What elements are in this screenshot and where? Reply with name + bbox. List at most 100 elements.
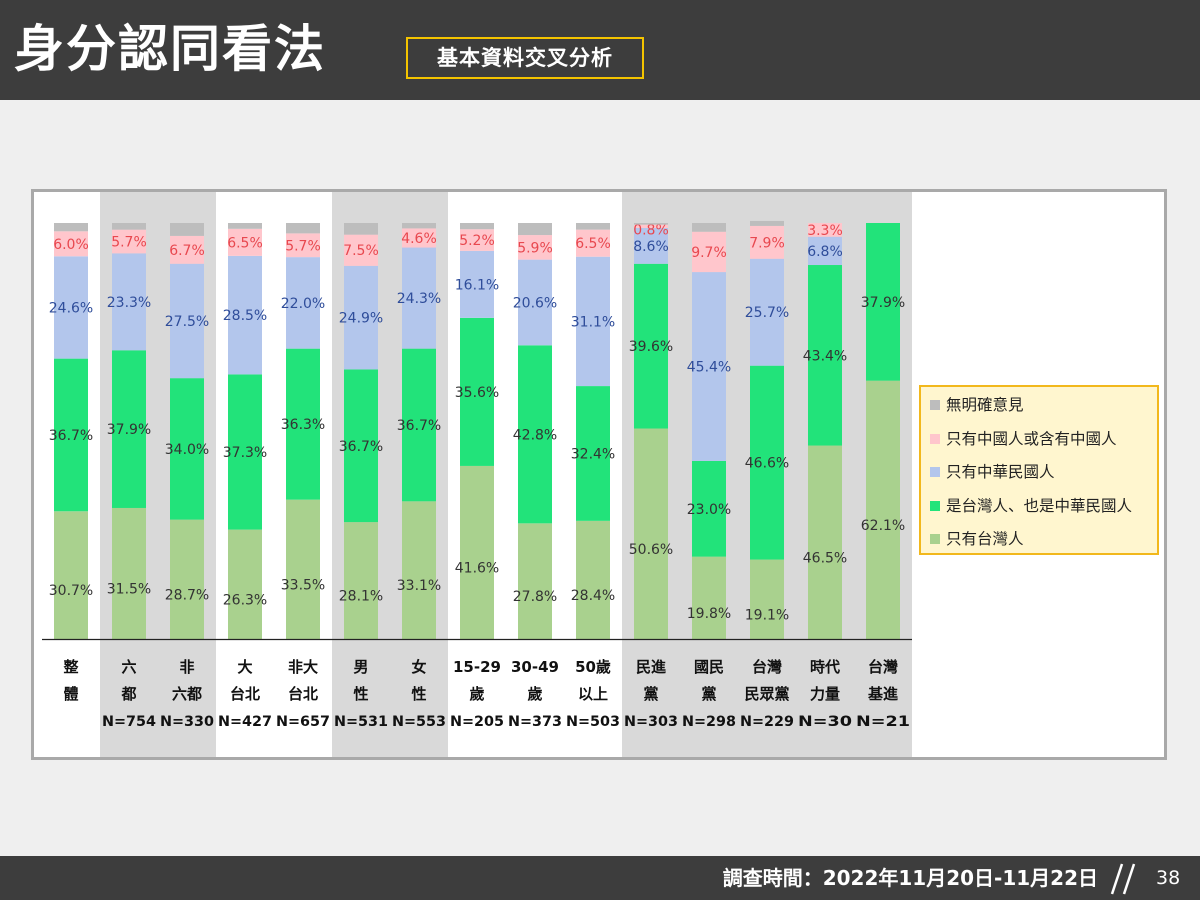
- category-label: 都: [120, 685, 136, 703]
- legend-label: 是台灣人、也是中華民國人: [946, 496, 1133, 515]
- sample-size-label: N=21: [856, 714, 910, 730]
- bar-segment-2-3: [170, 235, 204, 264]
- category-label: 六: [121, 658, 136, 676]
- category-label: 50歲: [575, 658, 611, 676]
- bar-segment-4-1: [286, 348, 320, 500]
- data-label: 16.1%: [455, 277, 499, 293]
- bar-segment-14-1: [866, 223, 900, 381]
- bar-segment-3-4: [228, 223, 262, 229]
- category-label: 民眾黨: [744, 685, 789, 703]
- page-number: 38: [1156, 867, 1181, 889]
- bar-segment-6-2: [402, 247, 436, 349]
- data-label: 34.0%: [165, 442, 209, 458]
- bar-segment-4-4: [286, 223, 320, 234]
- category-label: 六都: [172, 685, 202, 703]
- data-label: 27.5%: [165, 314, 209, 330]
- bar-segment-3-1: [228, 374, 262, 530]
- data-label: 27.8%: [513, 589, 557, 605]
- category-label: 基進: [867, 685, 899, 703]
- sample-size-label: N=30: [798, 714, 852, 730]
- bar-segment-10-2: [634, 227, 668, 264]
- sample-size-label: N=427: [218, 714, 272, 730]
- data-label: 9.7%: [691, 245, 727, 261]
- bar-segment-0-1: [54, 358, 88, 512]
- data-label: 41.6%: [455, 560, 499, 576]
- bar-segment-12-2: [750, 258, 784, 366]
- data-label: 37.3%: [223, 445, 267, 461]
- category-label: 歲: [527, 685, 542, 703]
- bar-segment-3-3: [228, 228, 262, 256]
- bar-segment-2-4: [170, 223, 204, 236]
- bar-segment-7-0: [460, 465, 494, 639]
- data-label: 3.3%: [807, 223, 843, 239]
- legend-item-chinese: 只有中國人或含有中國人: [921, 423, 1157, 457]
- bar-segment-1-3: [112, 229, 146, 254]
- data-label: 32.4%: [571, 446, 615, 462]
- category-label: 30-49: [511, 658, 559, 676]
- legend-swatch: [930, 500, 940, 511]
- category-label: 民進: [636, 658, 667, 676]
- bar-segment-11-3: [692, 231, 726, 273]
- bar-segment-6-4: [402, 223, 436, 229]
- data-label: 37.9%: [861, 295, 905, 311]
- legend-swatch: [930, 467, 940, 477]
- data-label: 19.8%: [687, 606, 731, 622]
- bar-segment-4-2: [286, 257, 320, 349]
- bar-segment-7-1: [460, 317, 494, 466]
- category-label: 性: [411, 685, 426, 703]
- data-label: 39.6%: [629, 339, 673, 355]
- sample-size-label: N=553: [392, 714, 446, 730]
- data-label: 7.9%: [749, 235, 785, 251]
- category-label: 男: [353, 658, 368, 676]
- data-label: 6.7%: [169, 243, 205, 259]
- category-label: 力量: [810, 685, 840, 703]
- data-label: 26.3%: [223, 592, 267, 608]
- data-label: 8.6%: [633, 239, 669, 255]
- category-label: 非: [179, 658, 194, 676]
- sample-size-label: N=531: [334, 714, 388, 730]
- bar-segment-11-4: [692, 223, 726, 232]
- category-label: 歲: [469, 685, 484, 703]
- data-label: 36.7%: [49, 428, 93, 444]
- chart-frame: 30.7% 36.7% 24.6% 6.0% 31.5% 37.9% 23.3% 5.7% 28…: [31, 189, 1167, 760]
- category-label: 體: [63, 685, 78, 703]
- bar-segment-11-0: [692, 556, 726, 639]
- bar-segment-1-1: [112, 350, 146, 508]
- bar-segment-3-0: [228, 529, 262, 639]
- data-label: 62.1%: [861, 518, 905, 534]
- data-label: 28.4%: [571, 588, 615, 604]
- data-label: 33.1%: [397, 578, 441, 594]
- bar-segment-8-2: [518, 259, 552, 346]
- data-label: 22.0%: [281, 296, 325, 312]
- data-label: 28.1%: [339, 589, 383, 605]
- sample-size-label: N=205: [450, 714, 504, 730]
- data-label: 24.9%: [339, 311, 383, 327]
- bar-segment-9-3: [576, 229, 610, 257]
- category-label: 台灣: [752, 658, 782, 676]
- data-label: 23.0%: [687, 502, 731, 518]
- bar-segment-5-3: [344, 234, 378, 266]
- data-label: 24.3%: [397, 291, 441, 307]
- bar-segment-8-1: [518, 345, 552, 524]
- sample-size-label: N=298: [682, 714, 736, 730]
- double-slash-icon: [1110, 863, 1136, 895]
- category-label: 黨: [643, 685, 658, 703]
- bar-segment-3-2: [228, 255, 262, 375]
- category-label: 國民: [694, 658, 724, 676]
- bar-segment-7-2: [460, 250, 494, 318]
- bar-segment-10-4: [634, 223, 668, 225]
- bar-segment-12-0: [750, 559, 784, 639]
- data-label: 46.6%: [745, 456, 789, 472]
- bar-segment-12-1: [750, 365, 784, 560]
- legend-item-roc-only: 只有中華民國人: [921, 456, 1157, 490]
- header-bar: 身分認同看法 基本資料交叉分析: [0, 0, 1200, 100]
- sample-size-label: N=330: [160, 714, 214, 730]
- bar-segment-12-3: [750, 225, 784, 259]
- data-label: 43.4%: [803, 348, 847, 364]
- data-label: 5.2%: [459, 233, 495, 249]
- data-label: 36.7%: [397, 418, 441, 434]
- category-label: 台北: [288, 685, 318, 703]
- section-badge: 基本資料交叉分析: [406, 37, 644, 79]
- bar-segment-7-3: [460, 229, 494, 251]
- data-label: 4.6%: [401, 231, 437, 247]
